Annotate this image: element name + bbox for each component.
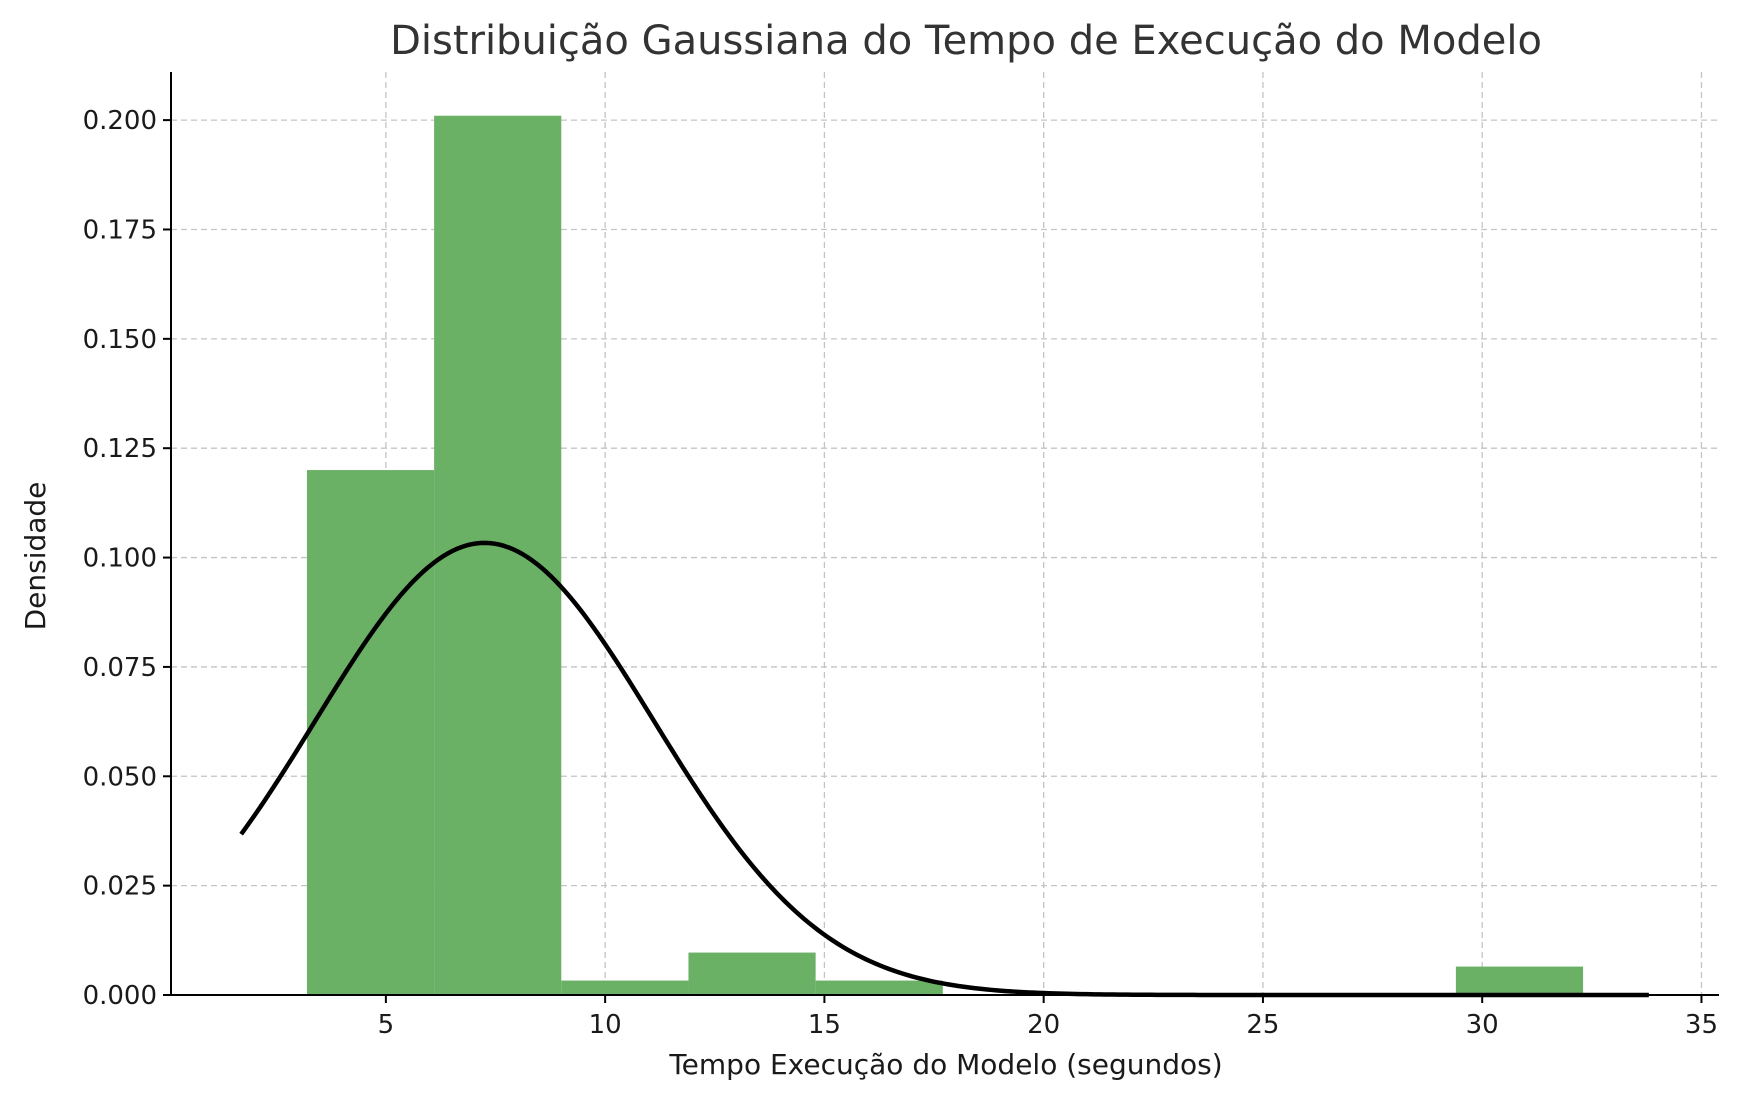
x-tick-label: 20 [1027, 1010, 1060, 1040]
y-tick-label: 0.200 [83, 106, 157, 136]
x-tick-label: 35 [1685, 1010, 1718, 1040]
y-axis-label: Densidade [19, 482, 52, 631]
histogram-bar-3 [561, 980, 689, 995]
y-tick-label: 0.100 [83, 544, 157, 574]
x-tick-label: 25 [1246, 1010, 1279, 1040]
y-axis-ticks: 0.000 0.025 0.050 0.075 0.100 0.125 0.150 0.175… [83, 106, 171, 1011]
histogram-bar-10 [1455, 966, 1584, 995]
y-tick-label: 0.075 [83, 653, 157, 683]
x-axis-label: Tempo Execução do Modelo (segundos) [668, 1048, 1222, 1081]
x-axis-ticks: 5 10 15 20 25 30 35 [378, 995, 1718, 1040]
y-tick-label: 0.025 [83, 872, 157, 902]
x-tick-label: 15 [808, 1010, 841, 1040]
y-tick-label: 0.175 [83, 215, 157, 245]
y-tick-label: 0.000 [83, 981, 157, 1011]
histogram-bar-2 [434, 115, 562, 995]
histogram-bar-4 [688, 952, 816, 995]
y-tick-label: 0.050 [83, 762, 157, 792]
histogram-bars [306, 115, 1584, 996]
histogram-bar-5 [815, 980, 943, 995]
chart-title: Distribuição Gaussiana do Tempo de Execu… [390, 18, 1542, 64]
x-tick-label: 30 [1466, 1010, 1499, 1040]
y-tick-label: 0.125 [83, 434, 157, 464]
x-tick-label: 5 [378, 1010, 395, 1040]
y-tick-label: 0.150 [83, 325, 157, 355]
histogram-bar-1 [306, 470, 435, 996]
axes [170, 72, 1719, 996]
x-tick-label: 10 [589, 1010, 622, 1040]
